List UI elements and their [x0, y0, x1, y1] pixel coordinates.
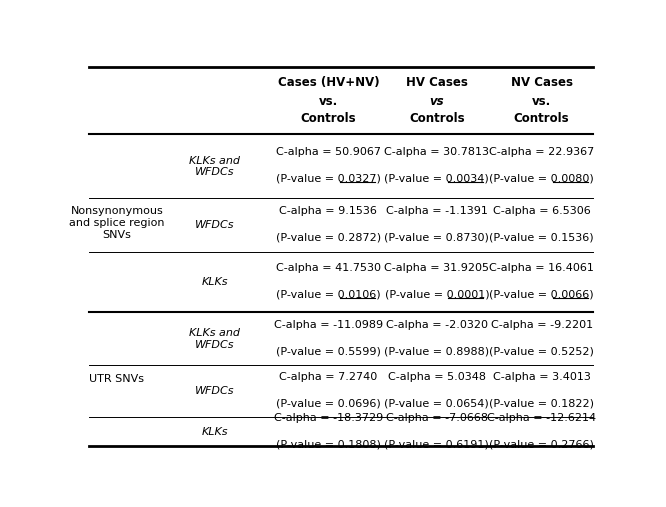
Text: C-alpha = -7.0668: C-alpha = -7.0668	[386, 413, 488, 423]
Text: C-alpha = 41.7530: C-alpha = 41.7530	[276, 263, 381, 273]
Text: vs.: vs.	[532, 95, 551, 108]
Text: C-alpha = 9.1536: C-alpha = 9.1536	[280, 206, 378, 216]
Text: (P-value = 0.0066): (P-value = 0.0066)	[490, 289, 594, 299]
Text: KLKs and
WFDCs: KLKs and WFDCs	[189, 156, 240, 177]
Text: C-alpha = 6.5306: C-alpha = 6.5306	[493, 206, 591, 216]
Text: vs.: vs.	[319, 95, 338, 108]
Text: (P-value = 0.5252): (P-value = 0.5252)	[489, 346, 594, 356]
Text: (P-value = 0.0001): (P-value = 0.0001)	[384, 289, 489, 299]
Text: (P-value = 0.6191): (P-value = 0.6191)	[384, 439, 490, 449]
Text: (P-value = 0.8730): (P-value = 0.8730)	[384, 232, 490, 242]
Text: (P-value = 0.5599): (P-value = 0.5599)	[276, 346, 381, 356]
Text: C-alpha = 31.9205: C-alpha = 31.9205	[384, 263, 490, 273]
Text: KLKs: KLKs	[202, 277, 228, 287]
Text: (P-value = 0.0080): (P-value = 0.0080)	[490, 174, 594, 184]
Text: (P-value = 0.2872): (P-value = 0.2872)	[276, 232, 381, 242]
Text: KLKs and
WFDCs: KLKs and WFDCs	[189, 328, 240, 350]
Text: (P-value = 0.0696): (P-value = 0.0696)	[276, 399, 381, 409]
Text: (P-value = 0.0106): (P-value = 0.0106)	[276, 289, 381, 299]
Text: KLKs: KLKs	[202, 427, 228, 437]
Text: WFDCs: WFDCs	[195, 220, 234, 230]
Text: C-alpha = -11.0989: C-alpha = -11.0989	[274, 320, 383, 330]
Text: C-alpha = 7.2740: C-alpha = 7.2740	[279, 372, 378, 382]
Text: Controls: Controls	[409, 112, 465, 125]
Text: (P-value = 0.1822): (P-value = 0.1822)	[489, 399, 594, 409]
Text: vs: vs	[430, 95, 444, 108]
Text: C-alpha = 5.0348: C-alpha = 5.0348	[388, 372, 486, 382]
Text: C-alpha = 50.9067: C-alpha = 50.9067	[276, 148, 381, 158]
Text: Controls: Controls	[513, 112, 569, 125]
Text: Cases (HV+NV): Cases (HV+NV)	[278, 76, 379, 89]
Text: NV Cases: NV Cases	[511, 76, 573, 89]
Text: Nonsynonymous
and splice region
SNVs: Nonsynonymous and splice region SNVs	[69, 206, 165, 239]
Text: WFDCs: WFDCs	[195, 386, 234, 396]
Text: (P-value = 0.0034): (P-value = 0.0034)	[384, 174, 490, 184]
Text: C-alpha = -9.2201: C-alpha = -9.2201	[491, 320, 593, 330]
Text: C-alpha = -18.3729: C-alpha = -18.3729	[274, 413, 383, 423]
Text: (P-value = 0.0327): (P-value = 0.0327)	[276, 174, 381, 184]
Text: UTR SNVs: UTR SNVs	[89, 374, 145, 384]
Text: C-alpha = -12.6214: C-alpha = -12.6214	[487, 413, 596, 423]
Text: C-alpha = -1.1391: C-alpha = -1.1391	[386, 206, 488, 216]
Text: C-alpha = 3.4013: C-alpha = 3.4013	[493, 372, 591, 382]
Text: (P-value = 0.1536): (P-value = 0.1536)	[490, 232, 594, 242]
Text: C-alpha = 22.9367: C-alpha = 22.9367	[489, 148, 594, 158]
Text: (P-value = 0.1808): (P-value = 0.1808)	[276, 439, 381, 449]
Text: (P-value = 0.0654): (P-value = 0.0654)	[384, 399, 490, 409]
Text: HV Cases: HV Cases	[406, 76, 468, 89]
Text: Controls: Controls	[300, 112, 356, 125]
Text: (P-value = 0.2766): (P-value = 0.2766)	[489, 439, 594, 449]
Text: C-alpha = 30.7813: C-alpha = 30.7813	[384, 148, 490, 158]
Text: C-alpha = -2.0320: C-alpha = -2.0320	[386, 320, 488, 330]
Text: (P-value = 0.8988): (P-value = 0.8988)	[384, 346, 490, 356]
Text: C-alpha = 16.4061: C-alpha = 16.4061	[489, 263, 594, 273]
